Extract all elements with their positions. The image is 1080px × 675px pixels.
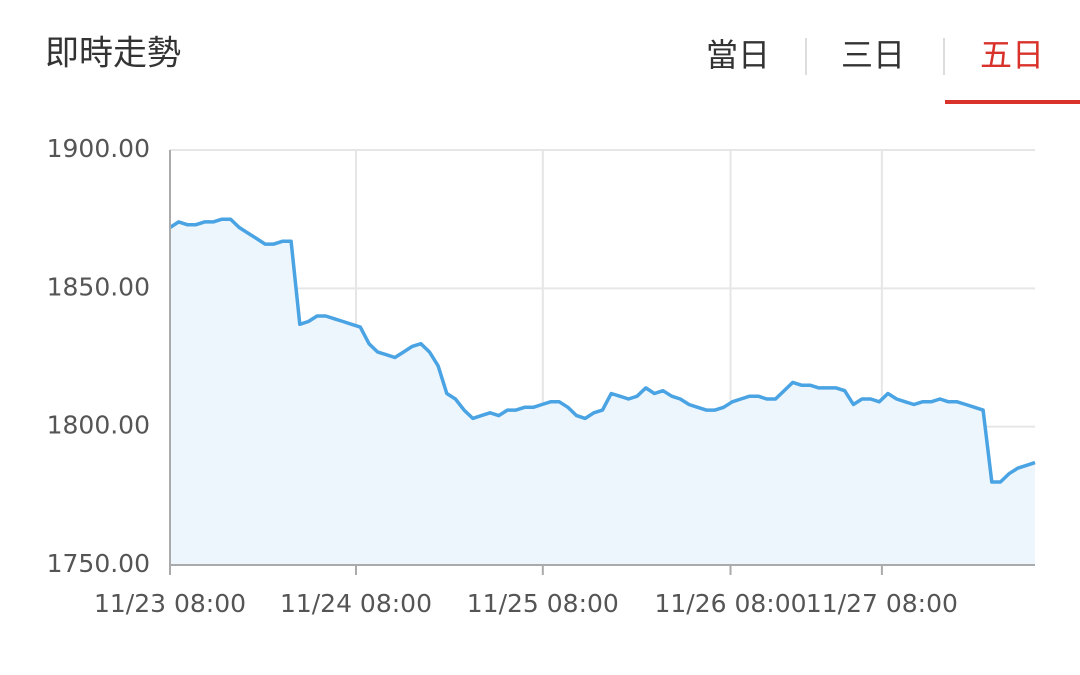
x-tick-label: 11/25 08:00	[467, 589, 619, 618]
page-title: 即時走勢	[45, 34, 181, 74]
tab[interactable]: 五日	[980, 36, 1044, 74]
y-tick-label: 1750.00	[47, 549, 150, 578]
x-tick-label: 11/24 08:00	[280, 589, 432, 618]
tab[interactable]: 當日	[706, 36, 770, 74]
area-fill	[170, 219, 1035, 565]
tab-underline	[945, 100, 1080, 104]
y-tick-label: 1800.00	[47, 411, 150, 440]
x-tick-label: 11/23 08:00	[94, 589, 246, 618]
y-tick-label: 1900.00	[47, 134, 150, 163]
y-tick-label: 1850.00	[47, 272, 150, 301]
tab[interactable]: 三日	[841, 36, 905, 74]
x-tick-label: 11/26 08:00	[654, 589, 806, 618]
price-line	[169, 217, 1036, 484]
x-tick-label: 11/27 08:00	[806, 589, 958, 618]
